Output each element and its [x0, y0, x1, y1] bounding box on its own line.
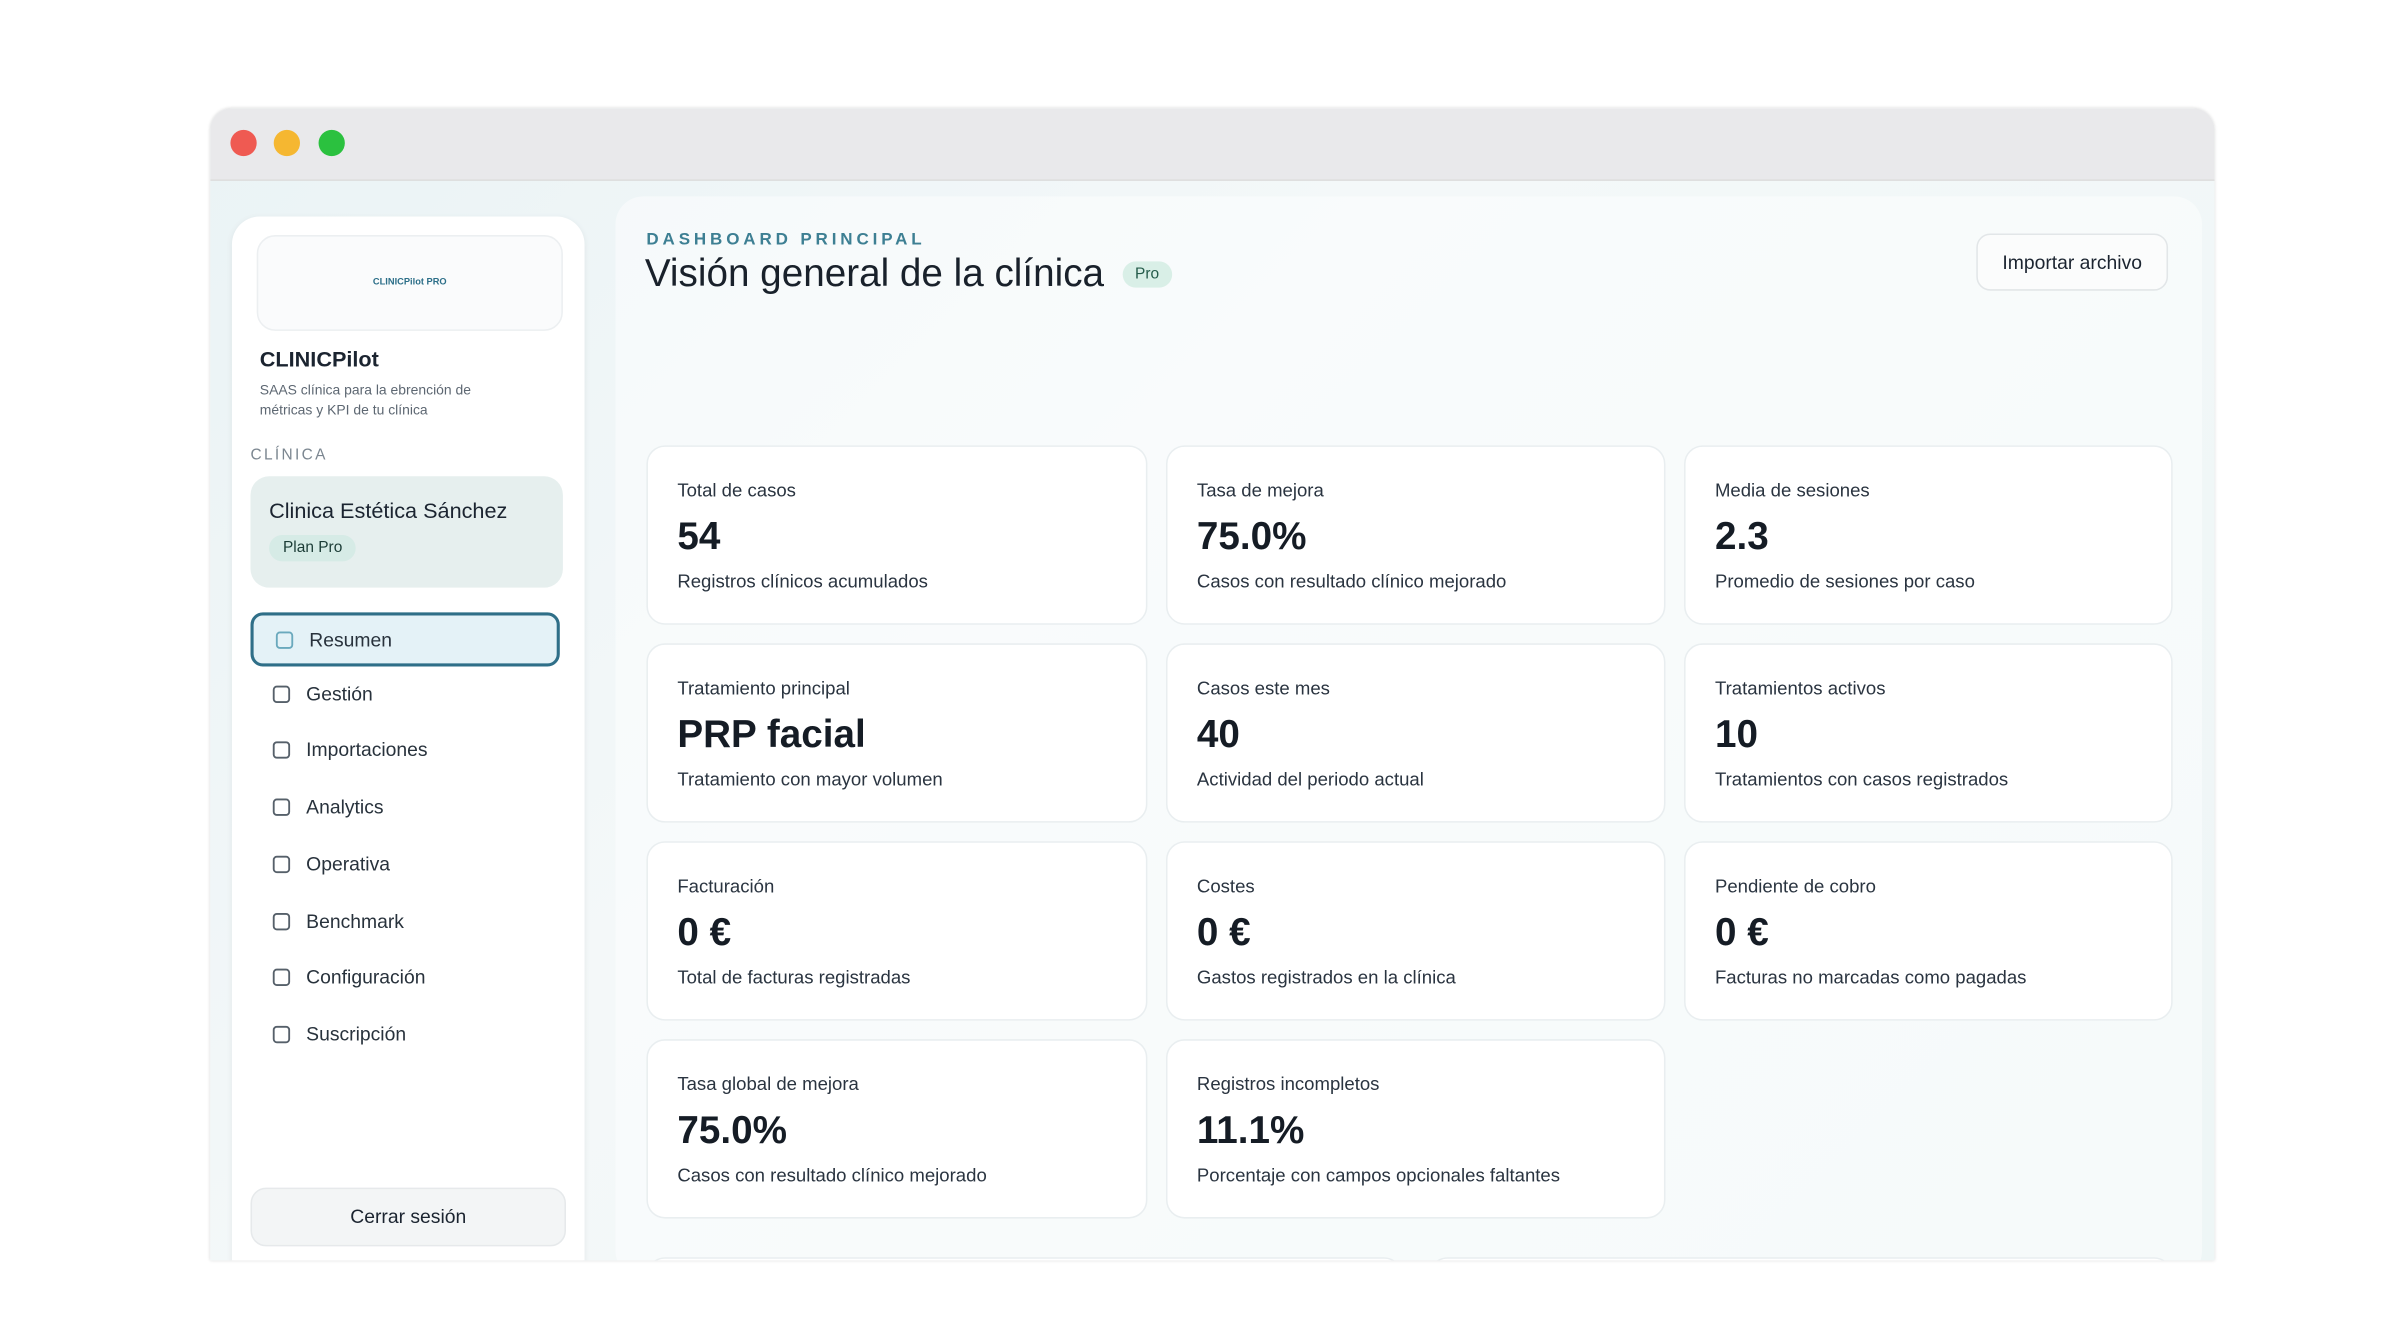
stat-desc: Facturas no marcadas como pagadas: [1714, 966, 2027, 989]
stat-card: Total de casos 54 Registros clínicos acumu…: [646, 445, 1148, 625]
stat-value: 11.1%: [1196, 1108, 1305, 1153]
nav-icon: [272, 741, 291, 760]
clinic-card[interactable]: Clinica Estética Sánchez Plan Pro: [250, 476, 563, 588]
nav-icon: [272, 855, 291, 873]
stat-desc: Promedio de sesiones por caso: [1714, 570, 1975, 593]
nav-label: Suscripción: [306, 1023, 407, 1046]
stat-label: Tasa global de mejora: [677, 1073, 859, 1095]
clinic-name: Clinica Estética Sánchez: [269, 497, 508, 523]
nav-item[interactable]: Analytics: [251, 783, 557, 832]
stat-label: Casos este mes: [1196, 677, 1330, 699]
stat-card: Tratamiento principal PRP facial Tratamien…: [646, 643, 1148, 823]
nav-item[interactable]: Gestión: [251, 669, 557, 718]
stat-value: 0 €: [1714, 910, 1769, 955]
nav-label: Gestión: [306, 683, 373, 705]
stat-card: Tasa global de mejora 75.0% Casos con resu…: [646, 1039, 1148, 1219]
stat-label: Pendiente de cobro: [1714, 875, 1876, 897]
stat-card: Tratamientos activos 10 Tratamientos con c…: [1684, 643, 2173, 823]
sidebar: CLINICPilot PRO CLINICPilot SAAS clínica…: [231, 216, 585, 1261]
logo-text: CLINICPilot PRO: [372, 278, 447, 288]
stat-desc: Registros clínicos acumulados: [677, 570, 928, 593]
stat-value: 40: [1196, 712, 1240, 757]
nav-icon: [272, 912, 291, 930]
section-label: CLÍNICA: [250, 446, 328, 464]
brand: CLINICPilot: [259, 346, 379, 372]
nav-item[interactable]: Configuración: [251, 953, 557, 1002]
nav-item[interactable]: Benchmark: [251, 896, 557, 945]
stat-desc: Tratamiento con mayor volumen: [677, 768, 943, 791]
logo: CLINICPilot PRO: [256, 235, 563, 331]
nav-item[interactable]: Resumen: [250, 612, 560, 667]
logout-button[interactable]: Cerrar sesión: [250, 1187, 566, 1247]
stat-value: 10: [1714, 712, 1758, 757]
page-title: Visión general de la clínica: [644, 252, 1105, 296]
nav-icon: [272, 685, 291, 703]
nav-label: Importaciones: [306, 739, 428, 762]
stat-desc: Total de facturas registradas: [677, 966, 911, 989]
plan-badge: Plan Pro: [269, 535, 357, 562]
stat-value: 75.0%: [1196, 514, 1307, 559]
stat-value: 54: [677, 514, 721, 559]
stat-desc: Actividad del periodo actual: [1196, 768, 1424, 791]
nav-label: Operativa: [306, 853, 391, 875]
stat-label: Total de casos: [677, 479, 796, 502]
stat-desc: Gastos registrados en la clínica: [1196, 966, 1456, 989]
stat-label: Registros incompletos: [1196, 1073, 1380, 1095]
import-button[interactable]: Importar archivo: [1976, 233, 2169, 291]
stat-desc: Casos con resultado clínico mejorado: [1196, 570, 1507, 593]
chart-panel: Evolución mensual de casos40: [646, 1257, 1403, 1261]
stat-desc: Porcentaje con campos opcionales faltant…: [1196, 1164, 1561, 1187]
stat-card: Casos este mes 40 Actividad del periodo ac…: [1165, 643, 1666, 823]
stat-label: Facturación: [677, 875, 775, 897]
minimize[interactable]: [273, 129, 301, 157]
stat-card: Pendiente de cobro 0 € Facturas no marcada…: [1684, 841, 2173, 1021]
nav-icon: [272, 1025, 291, 1044]
stat-card: Facturación 0 € Total de facturas registra…: [646, 841, 1148, 1021]
window: CLINICPilot PRO CLINICPilot SAAS clínica…: [210, 108, 2215, 1261]
nav-label: Resumen: [309, 628, 393, 651]
stat-value: PRP facial: [677, 712, 866, 757]
nav-icon: [272, 968, 291, 987]
badge: Pro: [1122, 261, 1172, 288]
nav-label: Analytics: [306, 796, 384, 819]
nav-item[interactable]: Operativa: [251, 839, 557, 888]
nav-item[interactable]: Suscripción: [251, 1010, 557, 1059]
nav-icon: [275, 630, 294, 649]
stat-card: Registros incompletos 11.1% Porcentaje con…: [1165, 1039, 1666, 1219]
close[interactable]: [230, 129, 257, 157]
tagline: SAAS clínica para la ebrención de métric…: [259, 381, 472, 418]
maximize[interactable]: [318, 129, 345, 157]
stat-value: 75.0%: [677, 1108, 787, 1153]
nav-label: Configuración: [306, 966, 426, 989]
eyebrow: DASHBOARD PRINCIPAL: [646, 230, 926, 249]
stat-label: Tratamiento principal: [677, 677, 850, 699]
stat-label: Costes: [1196, 875, 1255, 897]
stat-card: Media de sesiones 2.3 Promedio de sesiones…: [1684, 445, 2173, 625]
stat-value: 0 €: [1196, 910, 1251, 955]
main: DASHBOARD PRINCIPAL Visión general de la…: [615, 196, 2203, 1261]
stat-label: Media de sesiones: [1714, 479, 1870, 502]
stat-label: Tasa de mejora: [1196, 479, 1324, 502]
stat-card: Tasa de mejora 75.0% Casos con resultado c…: [1165, 445, 1666, 625]
stat-desc: Casos con resultado clínico mejorado: [677, 1164, 987, 1187]
nav-item[interactable]: Importaciones: [251, 726, 557, 775]
stat-card: Costes 0 € Gastos registrados en la clínic…: [1165, 841, 1666, 1021]
stat-desc: Tratamientos con casos registrados: [1714, 768, 2009, 791]
title-bar: [210, 108, 2215, 181]
stat-value: 2.3: [1714, 514, 1769, 559]
stat-value: 0 €: [677, 910, 732, 955]
stat-label: Tratamientos activos: [1714, 677, 1886, 699]
chart-panel: Distribución por tratamiento12: [1428, 1257, 2173, 1261]
nav-label: Benchmark: [306, 910, 404, 932]
nav-icon: [272, 798, 291, 817]
